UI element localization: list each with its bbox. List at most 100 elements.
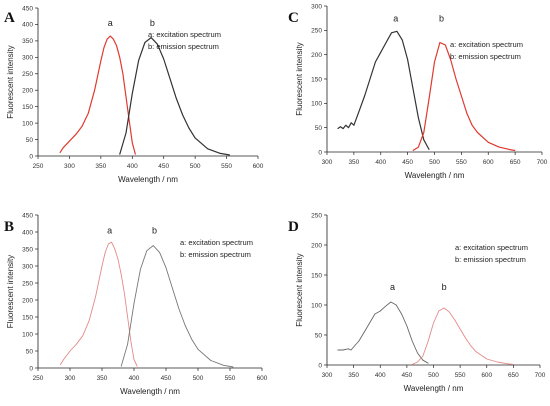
y-tick-label: 300 [22, 263, 33, 270]
y-tick-label: 300 [311, 3, 322, 10]
x-tick-label: 550 [221, 163, 232, 170]
data-point [454, 319, 456, 321]
data-point [188, 127, 190, 129]
x-tick-label: 550 [225, 375, 236, 382]
y-axis-label: Fluorescent intensity [6, 45, 15, 118]
y-tick-label: 100 [22, 331, 33, 338]
data-point [443, 307, 445, 309]
data-point [133, 359, 135, 360]
data-point [391, 32, 392, 34]
data-point [76, 343, 77, 345]
x-tick-label: 350 [348, 372, 359, 379]
data-point [345, 124, 347, 126]
data-point [428, 149, 430, 150]
data-point [401, 313, 402, 315]
x-tick-label: 550 [455, 372, 466, 379]
data-point [507, 363, 509, 365]
data-point [60, 364, 61, 365]
chart-panel-a: A 250 300 350 400 450 500 550 600 0 50 100 150 200 250… [4, 5, 264, 184]
data-point [120, 365, 122, 367]
y-tick-label: 200 [22, 297, 33, 304]
y-tick-label: 400 [22, 229, 33, 236]
data-point [449, 311, 450, 313]
y-tick-label: 150 [311, 76, 322, 83]
y-tick-label: 50 [315, 332, 323, 339]
data-point [412, 88, 414, 90]
x-tick-label: 400 [375, 159, 386, 166]
data-point [342, 349, 344, 351]
data-point [509, 149, 511, 150]
y-tick-label: 200 [311, 242, 322, 249]
y-tick-label: 50 [26, 137, 34, 144]
x-tick-label: 600 [481, 372, 492, 379]
data-point [433, 322, 434, 324]
y-tick-label: 200 [22, 88, 33, 95]
x-tick-label: 450 [401, 372, 412, 379]
chart-panel-c: C 300 350 400 450 500 550 600 650 700 0 50 100 150 200… [288, 3, 548, 180]
data-point [104, 252, 106, 253]
y-axis-label: Fluorescent intensity [295, 42, 304, 115]
y-tick-label: 200 [311, 52, 322, 59]
data-point [455, 78, 457, 80]
y-tick-label: 100 [22, 120, 33, 127]
y-axis-label: Fluorescent intensity [6, 255, 15, 328]
data-point [101, 265, 103, 267]
peak-label-a: a [393, 14, 398, 24]
data-point [418, 117, 419, 119]
data-point [182, 114, 183, 116]
data-point [497, 361, 498, 363]
x-tick-label: 450 [161, 375, 172, 382]
y-tick-label: 400 [22, 22, 33, 29]
x-tick-label: 400 [127, 163, 138, 170]
x-tick-label: 250 [33, 375, 44, 382]
y-tick-label: 0 [29, 153, 33, 160]
data-point [514, 150, 516, 151]
peak-label-b: b [439, 14, 444, 24]
peak-label-b: b [152, 226, 157, 236]
data-point [406, 325, 408, 327]
panel-letter: D [288, 219, 299, 235]
data-point [127, 316, 128, 318]
data-point [133, 303, 135, 304]
x-tick-label: 350 [97, 375, 108, 382]
x-tick-label: 300 [322, 159, 333, 166]
data-point [113, 38, 114, 40]
series-line-b [412, 307, 514, 365]
data-point [427, 362, 429, 364]
data-point [100, 60, 102, 61]
data-point [411, 340, 413, 342]
data-point [380, 51, 382, 53]
data-point [390, 301, 392, 303]
data-point [184, 325, 186, 326]
y-tick-label: 100 [311, 101, 322, 108]
legend-entry: a: excitation spectrum [455, 243, 528, 252]
data-point [117, 258, 119, 260]
data-point [427, 340, 429, 342]
data-point [395, 304, 397, 306]
data-point [375, 61, 376, 63]
data-point [69, 140, 70, 142]
data-point [140, 269, 141, 270]
data-point [157, 43, 158, 45]
legend-entry: a: excitation spectrum [148, 30, 221, 39]
panel-letter: C [288, 10, 299, 26]
data-point [138, 60, 139, 61]
data-point [94, 89, 95, 91]
peak-label-a: a [107, 226, 112, 236]
data-point [423, 139, 425, 141]
data-point [88, 320, 90, 321]
x-tick-label: 600 [253, 163, 264, 170]
x-tick-label: 350 [348, 159, 359, 166]
y-tick-label: 150 [22, 314, 33, 321]
data-point [197, 348, 199, 350]
data-point [477, 132, 478, 133]
x-tick-label: 300 [322, 372, 333, 379]
data-point [169, 78, 171, 80]
data-point [417, 352, 418, 354]
y-tick-label: 150 [22, 104, 33, 111]
data-point [438, 310, 440, 312]
data-point [459, 328, 461, 330]
series-line-b [119, 37, 230, 156]
data-point [342, 128, 344, 129]
series-line-a [337, 301, 429, 364]
